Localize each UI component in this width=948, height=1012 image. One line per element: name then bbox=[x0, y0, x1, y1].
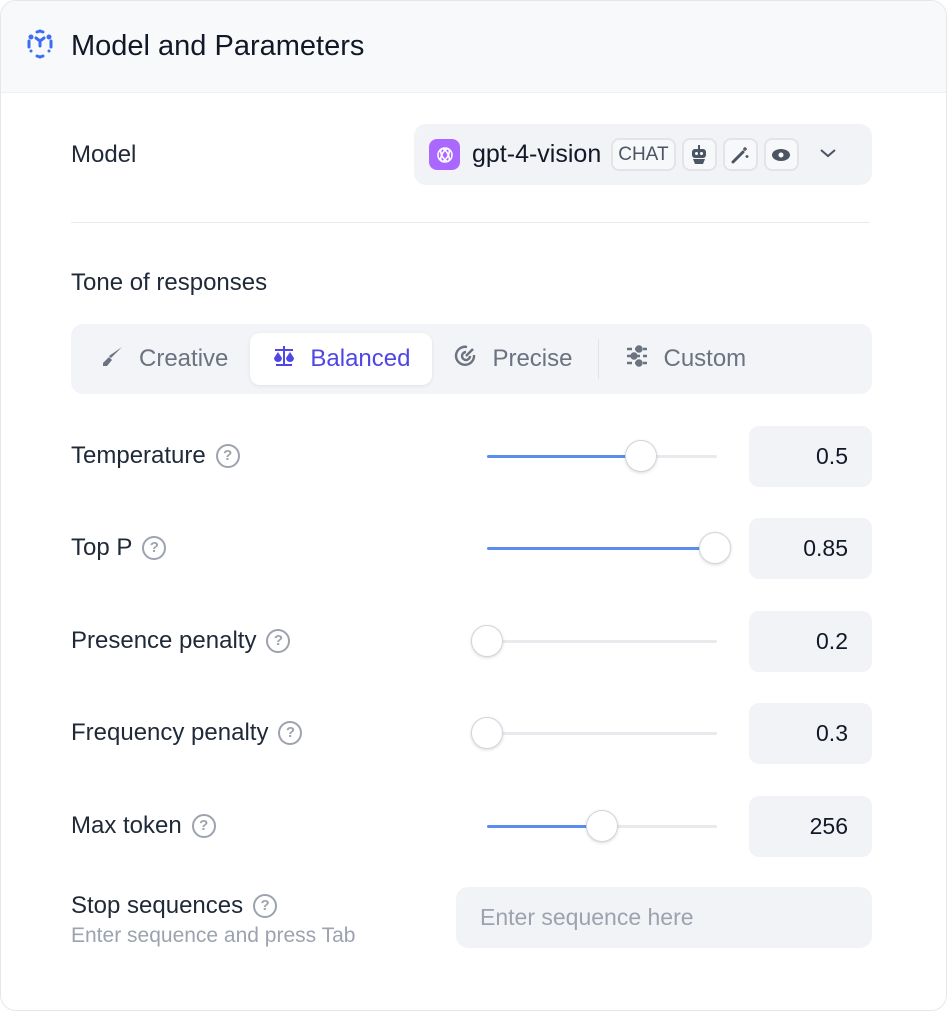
frequency-penalty-value[interactable]: 0.3 bbox=[749, 703, 872, 764]
tab-separator bbox=[598, 339, 600, 379]
tone-tabs: Creative Balanced Precise Custom bbox=[71, 324, 872, 394]
tab-precise[interactable]: Precise bbox=[432, 333, 594, 385]
cube-dashed-icon bbox=[25, 29, 55, 64]
tab-custom[interactable]: Custom bbox=[603, 333, 768, 385]
divider bbox=[71, 222, 870, 223]
slider-thumb[interactable] bbox=[586, 810, 618, 842]
presence-penalty-slider[interactable] bbox=[471, 625, 717, 657]
help-icon[interactable]: ? bbox=[266, 629, 291, 653]
slider-thumb[interactable] bbox=[471, 717, 503, 749]
slider-thumb[interactable] bbox=[698, 532, 731, 564]
max-token-label: Max token bbox=[71, 812, 182, 839]
openai-logo-icon bbox=[429, 139, 460, 170]
model-name: gpt-4-vision bbox=[472, 140, 602, 168]
max-token-value[interactable]: 256 bbox=[749, 796, 872, 857]
frequency-penalty-slider[interactable] bbox=[471, 717, 717, 749]
slider-thumb[interactable] bbox=[471, 625, 503, 657]
temperature-row: Temperature ? bbox=[71, 438, 870, 474]
stop-sequences-row: Stop sequences ? bbox=[71, 889, 870, 923]
panel-title: Model and Parameters bbox=[71, 30, 365, 62]
stop-sequences-hint: Enter sequence and press Tab bbox=[71, 924, 356, 947]
help-icon[interactable]: ? bbox=[278, 721, 303, 745]
presence-penalty-row: Presence penalty ? bbox=[71, 623, 870, 659]
model-row: Model bbox=[71, 137, 870, 173]
help-icon[interactable]: ? bbox=[142, 536, 167, 560]
tab-balanced[interactable]: Balanced bbox=[250, 333, 433, 385]
tab-label: Custom bbox=[663, 345, 747, 372]
tab-creative[interactable]: Creative bbox=[79, 333, 250, 385]
frequency-penalty-label: Frequency penalty bbox=[71, 719, 269, 746]
help-icon[interactable]: ? bbox=[253, 894, 278, 918]
tab-label: Balanced bbox=[310, 345, 411, 372]
temperature-slider[interactable] bbox=[487, 440, 717, 472]
stop-sequences-input[interactable] bbox=[456, 887, 872, 948]
target-icon bbox=[454, 344, 478, 375]
chat-badge: CHAT bbox=[611, 138, 676, 171]
temperature-value[interactable]: 0.5 bbox=[749, 426, 872, 487]
tab-label: Precise bbox=[492, 345, 573, 372]
scale-icon bbox=[272, 344, 296, 375]
frequency-penalty-row: Frequency penalty ? bbox=[71, 715, 870, 751]
top-p-slider[interactable] bbox=[487, 532, 731, 564]
help-icon[interactable]: ? bbox=[215, 444, 240, 468]
tab-label: Creative bbox=[139, 345, 229, 372]
temperature-label: Temperature bbox=[71, 442, 206, 469]
eye-icon bbox=[763, 138, 799, 171]
max-token-slider[interactable] bbox=[487, 810, 717, 842]
chevron-down-icon[interactable] bbox=[819, 146, 837, 164]
sliders-icon bbox=[625, 344, 649, 375]
panel-header: Model and Parameters bbox=[1, 1, 946, 93]
max-token-row: Max token ? bbox=[71, 808, 870, 844]
model-select[interactable]: gpt-4-vision CHAT bbox=[414, 124, 872, 185]
tone-label: Tone of responses bbox=[71, 269, 268, 296]
model-label: Model bbox=[71, 141, 137, 168]
slider-fill bbox=[487, 455, 642, 458]
top-p-label: Top P bbox=[71, 534, 133, 561]
slider-fill bbox=[487, 825, 602, 828]
help-icon[interactable]: ? bbox=[191, 814, 216, 838]
top-p-value[interactable]: 0.85 bbox=[749, 518, 872, 579]
stop-sequences-label: Stop sequences bbox=[71, 892, 244, 919]
top-p-row: Top P ? bbox=[71, 530, 870, 566]
brush-icon bbox=[101, 344, 125, 375]
robot-icon bbox=[681, 138, 717, 171]
presence-penalty-value[interactable]: 0.2 bbox=[749, 611, 872, 672]
tone-row: Tone of responses bbox=[71, 265, 870, 301]
presence-penalty-label: Presence penalty bbox=[71, 627, 257, 654]
slider-fill bbox=[487, 547, 715, 550]
magic-wand-icon bbox=[722, 138, 758, 171]
slider-thumb[interactable] bbox=[625, 440, 658, 472]
